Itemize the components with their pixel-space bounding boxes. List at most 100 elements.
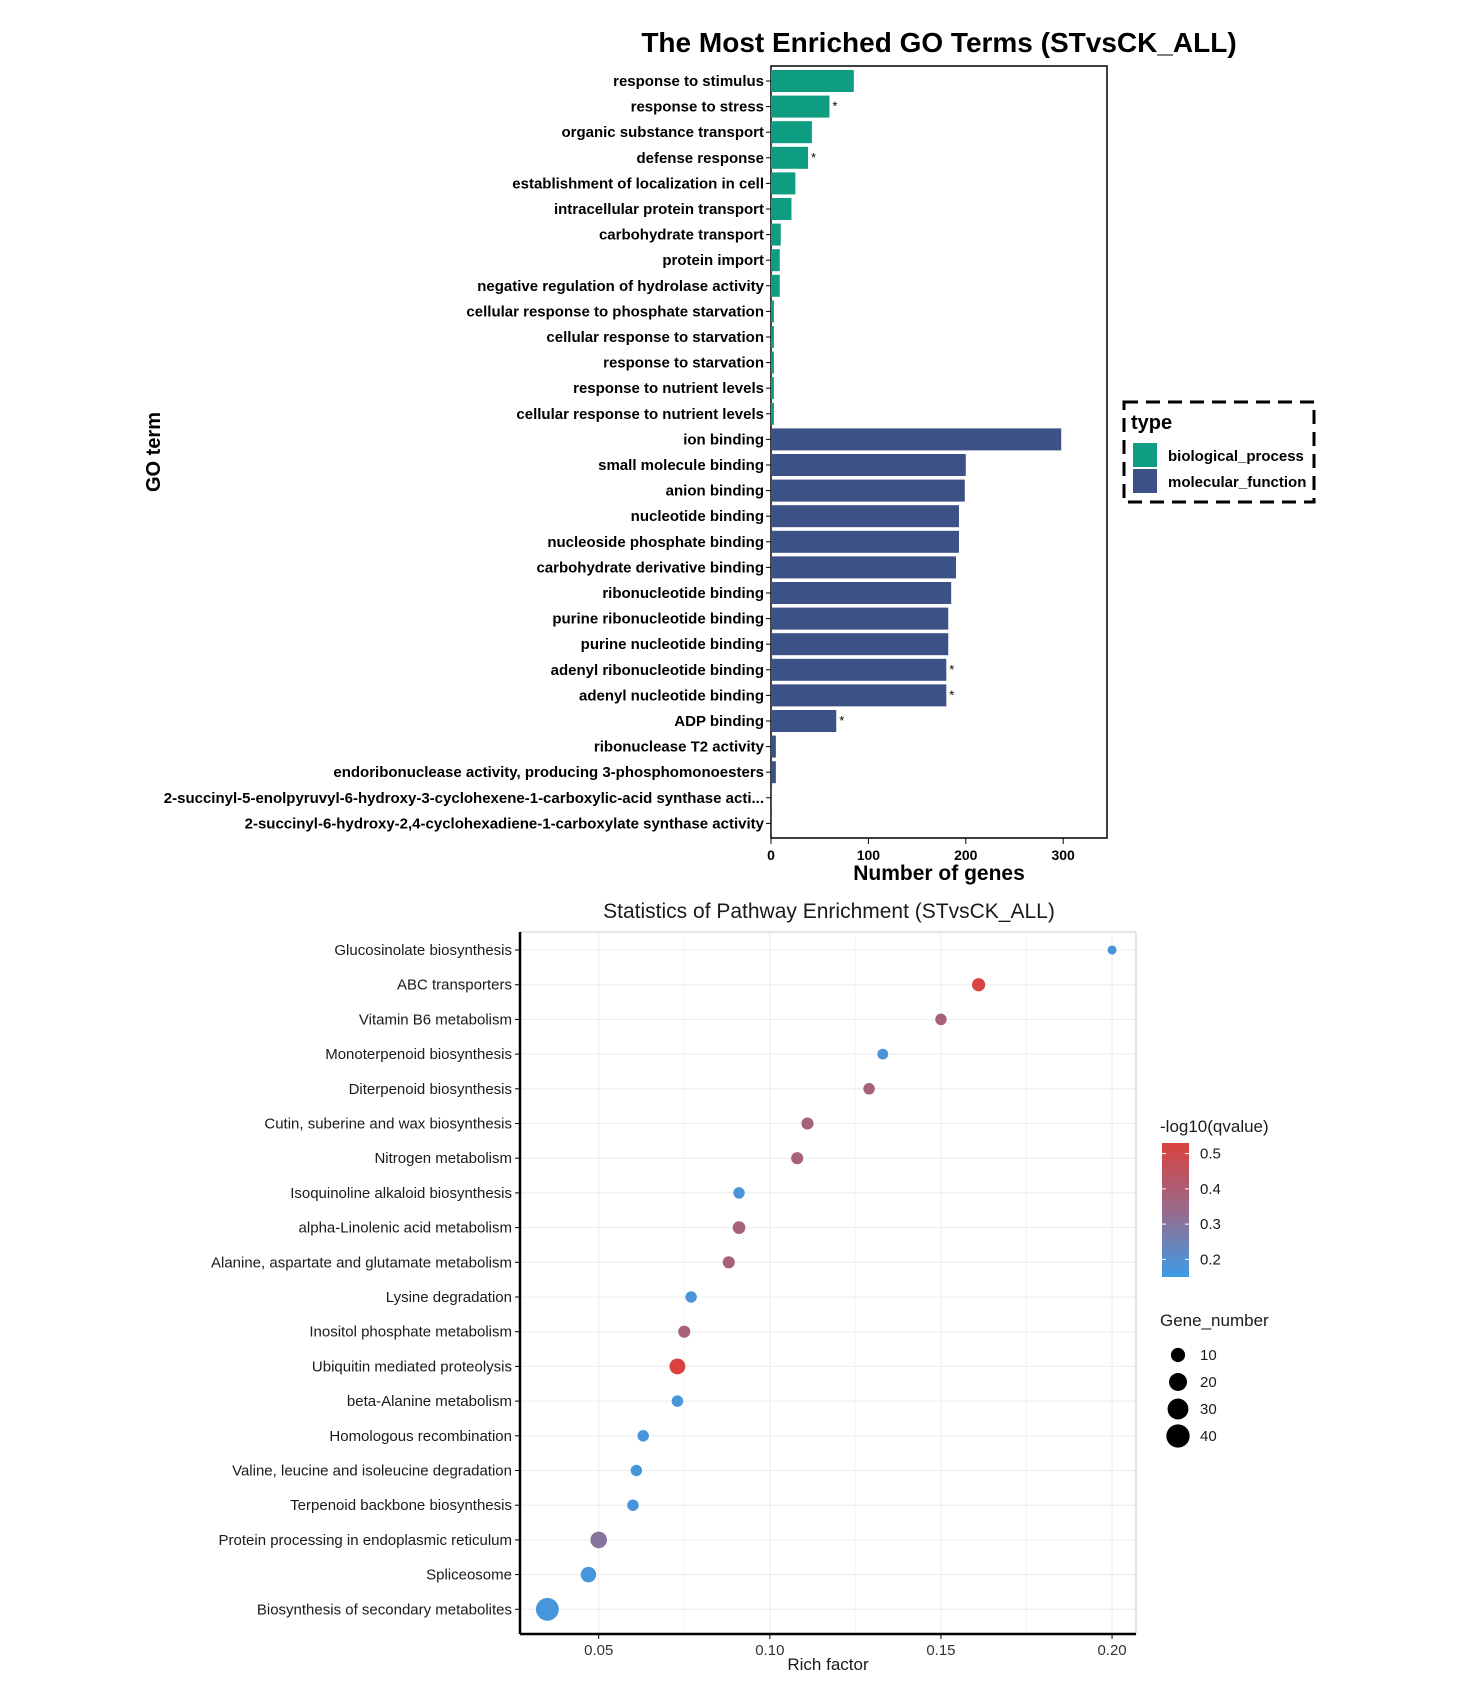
go-category-label: carbohydrate transport [599,227,764,244]
pathway-gridlines [520,932,1136,1634]
legend-swatch-biological-process [1133,443,1157,467]
pathway-point [971,978,986,992]
go-legend: type biological_process molecular_functi… [1122,400,1316,504]
go-category-label: purine nucleotide binding [581,636,764,653]
go-category-label: carbohydrate derivative binding [536,559,764,576]
pathway-plot-panel [520,932,1136,1634]
pathway-category-label: Terpenoid backbone biosynthesis [290,1497,512,1514]
pathway-point [630,1464,643,1477]
go-bar [771,121,812,144]
color-legend-labels: 0.5 0.4 0.3 0.2 [1162,1146,1221,1268]
pathway-point [580,1566,597,1583]
pathway-point [733,1187,745,1199]
pathway-category-label: alpha-Linolenic acid metabolism [299,1220,512,1237]
go-category-label: adenyl ribonucleotide binding [551,662,764,679]
go-x-tick-label: 100 [857,847,881,863]
go-category-label: response to starvation [603,355,764,372]
go-bar [771,402,774,425]
go-category-label: 2-succinyl-5-enolpyruvyl-6-hydroxy-3-cyc… [164,790,764,807]
pathway-category-label: Monoterpenoid biosynthesis [325,1046,512,1063]
go-y-axis-title: GO term [143,412,165,492]
go-category-label: ribonucleotide binding [602,585,764,602]
pathway-x-axis-title: Rich factor [787,1655,869,1674]
pathway-category-label: Homologous recombination [329,1428,512,1445]
pathway-point [1107,945,1117,955]
pathway-point [669,1358,686,1375]
size-legend-label: 10 [1200,1347,1217,1364]
go-bar [771,146,809,169]
size-legend-dot [1169,1373,1187,1391]
go-bar [771,198,792,220]
go-bar [771,786,772,809]
go-chart-title: The Most Enriched GO Terms (STvsCK_ALL) [641,27,1236,58]
pathway-x-axis: 0.05 0.10 0.15 0.20 [584,1634,1127,1659]
significance-star: * [949,687,954,702]
pathway-point [722,1256,735,1269]
go-category-label: nucleoside phosphate binding [547,534,764,551]
pathway-size-legend: Gene_number 10 20 30 40 [1160,1311,1269,1448]
go-legend-box [1122,400,1316,504]
go-category-label: small molecule binding [598,457,764,474]
pathway-point [627,1499,639,1511]
pathway-category-label: Spliceosome [426,1567,512,1584]
pathway-point [801,1117,814,1130]
go-bar-chart: The Most Enriched GO Terms (STvsCK_ALL) … [143,27,1316,885]
pathway-point [877,1048,889,1060]
go-bar [771,95,830,118]
go-category-label: intracellular protein transport [554,201,764,218]
significance-star: * [949,662,954,677]
pathway-point [678,1325,691,1338]
go-bars: * * * * * [771,70,1062,835]
go-bar [771,684,947,707]
go-category-label: adenyl nucleotide binding [579,687,764,704]
pathway-category-label: Alanine, aspartate and glutamate metabol… [211,1254,512,1271]
legend-label-molecular-function: molecular_function [1168,474,1306,491]
go-bar [771,70,854,92]
pathway-category-label: Valine, leucine and isoleucine degradati… [232,1463,512,1480]
pathway-category-label: Protein processing in endoplasmic reticu… [219,1532,512,1549]
go-category-label: ribonuclease T2 activity [594,739,765,756]
go-x-axis-title: Number of genes [853,862,1025,885]
pathway-point [863,1083,875,1095]
go-bar [771,223,781,246]
go-category-label: establishment of localization in cell [512,175,764,192]
significance-star: * [811,150,816,165]
pathway-category-label: Diterpenoid biosynthesis [349,1081,512,1098]
pathway-chart-title: Statistics of Pathway Enrichment (STvsCK… [603,900,1055,923]
pathway-category-label: Vitamin B6 metabolism [359,1011,512,1028]
go-bar [771,735,776,758]
pathway-point [685,1291,697,1303]
go-x-tick-label: 300 [1051,847,1075,863]
pathway-category-label: beta-Alanine metabolism [347,1393,512,1410]
size-legend-dot [1167,1398,1189,1420]
pathway-category-label: Nitrogen metabolism [374,1150,512,1167]
go-bar [771,556,957,579]
go-bar [771,505,959,528]
go-bar [771,351,774,374]
size-legend-dot [1170,1347,1186,1363]
go-category-label: cellular response to phosphate starvatio… [466,303,764,320]
go-category-label: response to stimulus [613,73,764,90]
pathway-points [535,945,1117,1621]
color-legend-label: 0.2 [1200,1251,1221,1268]
color-legend-title: -log10(qvalue) [1160,1117,1269,1136]
pathway-category-label: Ubiquitin mediated proteolysis [312,1358,512,1375]
go-category-label: response to stress [631,99,764,116]
color-legend-gradient-bar [1162,1143,1189,1277]
significance-star: * [832,99,837,114]
go-category-label: 2-succinyl-6-hydroxy-2,4-cyclohexadiene-… [245,815,765,832]
pathway-point [671,1395,684,1407]
go-category-label: anion binding [666,483,764,500]
pathway-x-tick-label: 0.05 [584,1642,613,1659]
go-bar [771,377,774,400]
pathway-point [535,1597,559,1621]
go-x-axis: 0 100 200 300 [767,838,1075,863]
size-legend-dot [1166,1424,1190,1448]
pathway-category-label: Cutin, suberine and wax biosynthesis [264,1116,512,1133]
go-category-label: protein import [662,252,764,269]
pathway-bubble-chart: Statistics of Pathway Enrichment (STvsCK… [211,900,1269,1674]
pathway-x-tick-label: 0.15 [926,1642,955,1659]
go-category-label: ion binding [683,431,764,448]
go-bar [771,428,1062,451]
